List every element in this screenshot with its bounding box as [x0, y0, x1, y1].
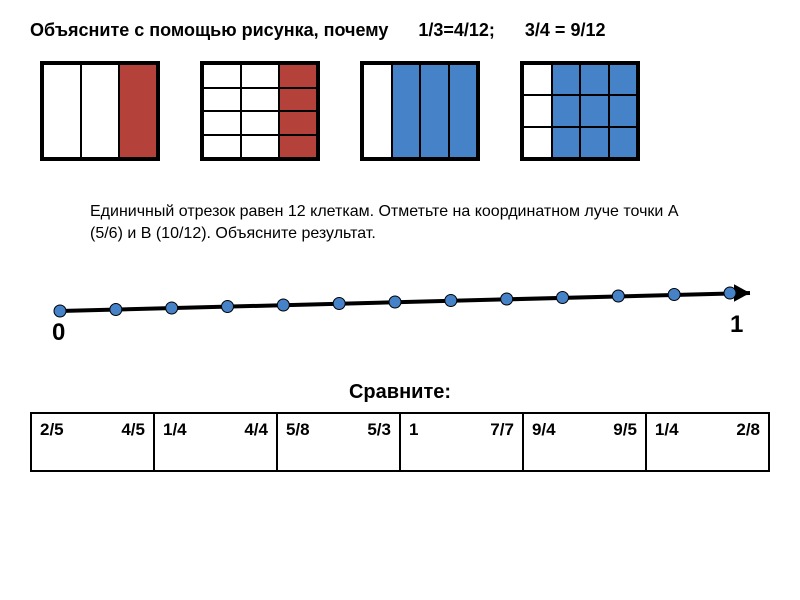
number-line-tick	[724, 287, 736, 299]
grid-cell	[580, 64, 609, 95]
grid-cell	[392, 64, 421, 158]
grid-cell	[81, 64, 119, 158]
compare-right: 5/3	[367, 420, 391, 440]
grid-cell	[363, 64, 392, 158]
grid-cell	[43, 64, 81, 158]
grid-cell	[523, 64, 552, 95]
title-eq1: 1/3=4/12;	[418, 20, 495, 41]
fraction-box-3	[520, 61, 640, 161]
number-line-tick	[277, 299, 289, 311]
grid-cell	[580, 127, 609, 158]
fraction-box-0	[40, 61, 160, 161]
compare-right: 7/7	[490, 420, 514, 440]
task-paragraph: Единичный отрезок равен 12 клеткам. Отме…	[90, 201, 710, 246]
number-line: 0 1	[30, 271, 770, 351]
title-eq2: 3/4 = 9/12	[525, 20, 606, 41]
compare-cell-1: 1/4 4/4	[154, 413, 277, 471]
compare-table: 2/5 4/5 1/4 4/4 5/8 5/3 1 7/7 9/4 9/5 1/4 2/8	[30, 412, 770, 472]
compare-cell-4: 9/4 9/5	[523, 413, 646, 471]
number-line-svg	[30, 271, 790, 331]
fraction-box-1	[200, 61, 320, 161]
number-line-tick	[668, 288, 680, 300]
grid-cell	[203, 88, 241, 112]
grid-cell	[279, 111, 317, 135]
number-line-label-start: 0	[52, 319, 65, 347]
compare-right: 9/5	[613, 420, 637, 440]
grid-cell	[420, 64, 449, 158]
title-row: Объясните с помощью рисунка, почему 1/3=…	[30, 20, 770, 41]
fraction-box-2	[360, 61, 480, 161]
compare-row: 2/5 4/5 1/4 4/4 5/8 5/3 1 7/7 9/4 9/5 1/4 2/8	[31, 413, 769, 471]
grid-cell	[279, 64, 317, 88]
grid-cell	[241, 135, 279, 159]
compare-cell-0: 2/5 4/5	[31, 413, 154, 471]
grid-cell	[203, 135, 241, 159]
compare-right: 4/4	[244, 420, 268, 440]
number-line-tick	[222, 300, 234, 312]
number-line-label-end: 1	[730, 311, 743, 339]
compare-right: 2/8	[736, 420, 760, 440]
grid-cell	[119, 64, 157, 158]
title-prompt: Объясните с помощью рисунка, почему	[30, 20, 388, 41]
number-line-tick	[501, 293, 513, 305]
grid-cell	[241, 64, 279, 88]
grid-cell	[552, 64, 581, 95]
compare-cell-3: 1 7/7	[400, 413, 523, 471]
grid-cell	[523, 127, 552, 158]
fraction-diagrams	[30, 61, 770, 161]
grid-cell	[580, 95, 609, 126]
compare-left: 5/8	[286, 420, 310, 440]
number-line-tick	[612, 290, 624, 302]
number-line-tick	[110, 303, 122, 315]
compare-right: 4/5	[121, 420, 145, 440]
compare-left: 1/4	[163, 420, 187, 440]
grid-cell	[203, 64, 241, 88]
compare-heading: Сравните:	[30, 381, 770, 404]
number-line-tick	[557, 291, 569, 303]
grid-cell	[203, 111, 241, 135]
number-line-tick	[166, 302, 178, 314]
grid-cell	[241, 111, 279, 135]
grid-cell	[552, 95, 581, 126]
compare-left: 1	[409, 420, 418, 440]
grid-cell	[609, 95, 638, 126]
grid-cell	[279, 88, 317, 112]
compare-cell-2: 5/8 5/3	[277, 413, 400, 471]
grid-cell	[241, 88, 279, 112]
compare-cell-5: 1/4 2/8	[646, 413, 769, 471]
number-line-tick	[445, 294, 457, 306]
number-line-tick	[389, 296, 401, 308]
compare-left: 2/5	[40, 420, 64, 440]
grid-cell	[609, 127, 638, 158]
compare-left: 9/4	[532, 420, 556, 440]
grid-cell	[523, 95, 552, 126]
number-line-tick	[54, 305, 66, 317]
grid-cell	[552, 127, 581, 158]
grid-cell	[609, 64, 638, 95]
compare-left: 1/4	[655, 420, 679, 440]
grid-cell	[279, 135, 317, 159]
grid-cell	[449, 64, 478, 158]
number-line-tick	[333, 297, 345, 309]
